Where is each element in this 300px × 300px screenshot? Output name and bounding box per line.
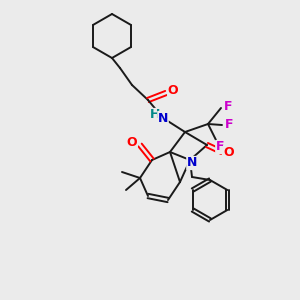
Text: F: F — [216, 140, 224, 154]
Text: O: O — [224, 146, 234, 158]
Text: N: N — [187, 157, 197, 169]
Text: F: F — [224, 100, 232, 113]
Text: O: O — [127, 136, 137, 149]
Text: N: N — [158, 112, 168, 124]
Text: F: F — [225, 118, 233, 131]
Text: H: H — [150, 109, 160, 122]
Text: O: O — [168, 85, 178, 98]
